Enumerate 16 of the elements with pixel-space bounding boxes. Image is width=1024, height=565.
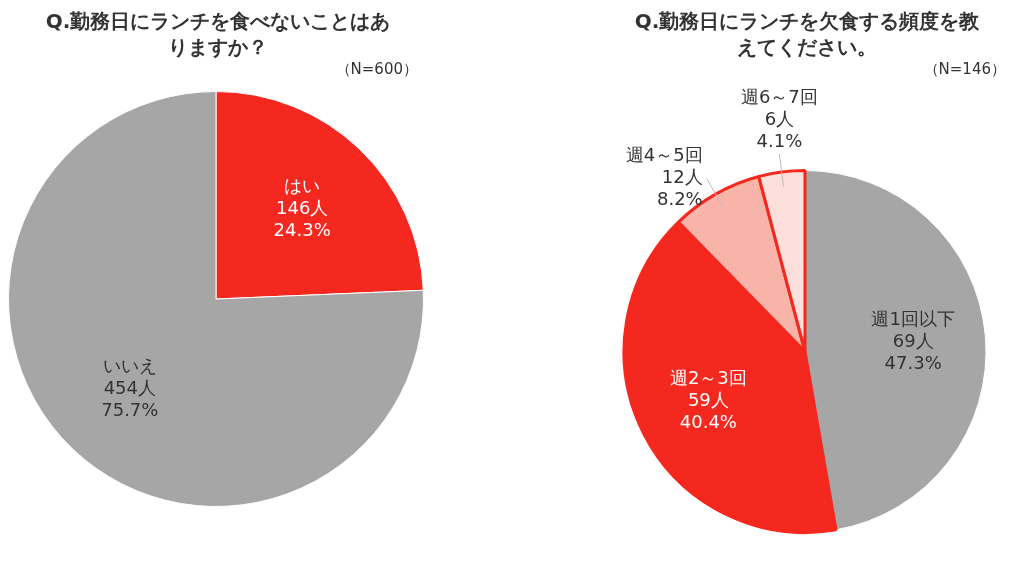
slice-label: はい [284,174,321,196]
text: （N=146） [922,60,1007,79]
text: （N=600） [334,60,419,79]
data-label: 146人 24.3% [273,196,331,240]
data-label: 69人 47.3% [884,329,942,373]
data-label: 12人 8.2% [656,166,703,210]
slice-label: 週4～5回 [625,144,703,166]
slice-label: 週1回以下 [871,307,955,329]
data-label: 6人 4.1% [756,107,803,151]
data-label: 454人 75.7% [101,376,159,420]
chart-title: Q.勤務日にランチを欠食する頻度を教えてください。 [634,8,980,60]
slice-label: 週2～3回 [669,366,747,388]
slice-label: 週6～7回 [740,85,818,107]
data-label: 59人 40.4% [679,388,737,432]
slice-label: いいえ [102,354,157,376]
chart-title: Q.勤務日にランチを食べないことはありますか？ [44,8,392,60]
